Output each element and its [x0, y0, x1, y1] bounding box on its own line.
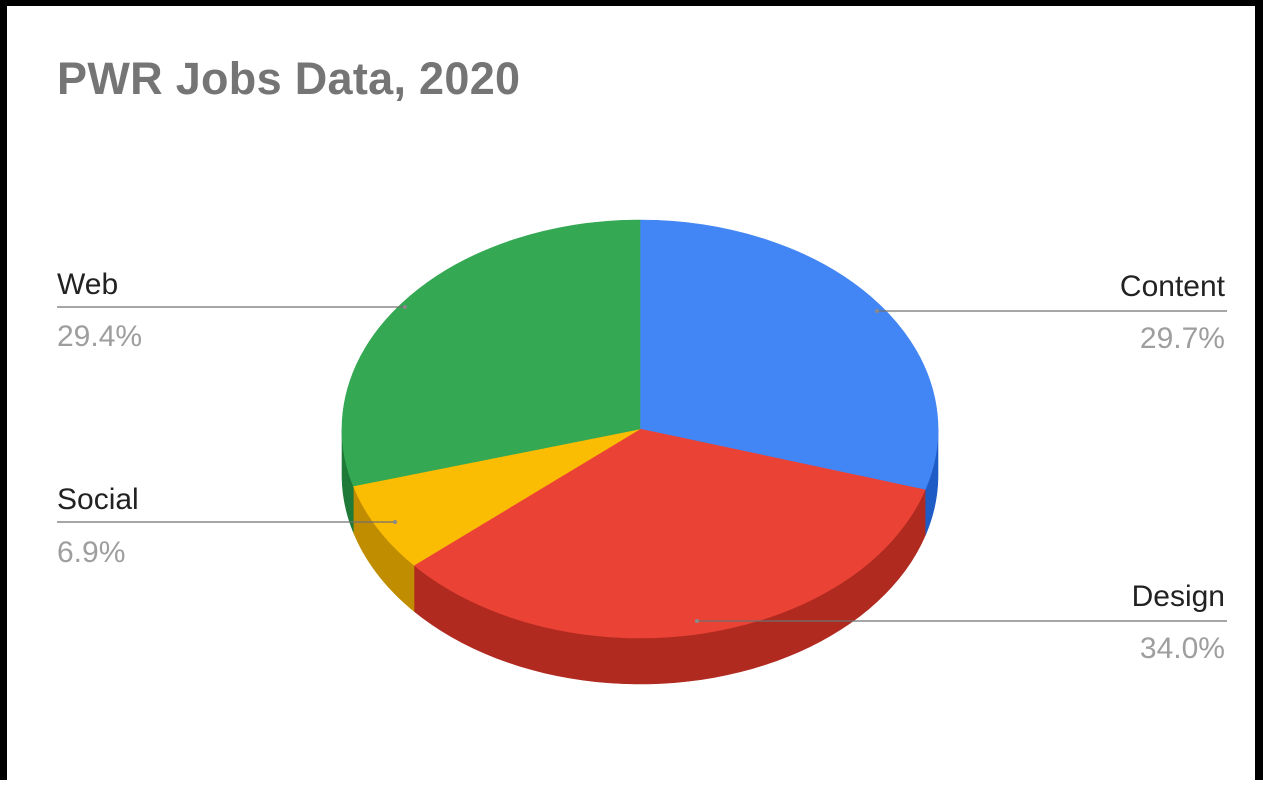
pie-chart: Content 29.7% Design 34.0% Social 6.9% Web 29.4…	[57, 219, 1227, 685]
slice-label-content: Content	[1120, 270, 1226, 303]
slice-value-social: 6.9%	[57, 536, 125, 569]
slice-value-web: 29.4%	[57, 320, 142, 353]
slice-labels: Content 29.7% Design 34.0% Social 6.9% Web 29.4…	[57, 268, 1227, 665]
leader-dot-design	[695, 619, 699, 623]
pie-slice-design	[413, 428, 926, 639]
leader-dot-web	[403, 305, 407, 309]
pie-slice-social	[352, 428, 641, 566]
slice-value-content: 29.7%	[1140, 322, 1225, 355]
slice-value-design: 34.0%	[1140, 632, 1225, 665]
pie-slice-web	[341, 219, 641, 487]
pie-tops	[341, 219, 939, 639]
pie-slice-content	[639, 219, 939, 491]
slice-label-social: Social	[57, 483, 139, 516]
leader-dot-content	[875, 309, 879, 313]
slice-label-design: Design	[1132, 580, 1225, 613]
leader-dot-social	[393, 520, 397, 524]
chart-title: PWR Jobs Data, 2020	[57, 53, 521, 104]
slice-label-web: Web	[57, 268, 118, 301]
